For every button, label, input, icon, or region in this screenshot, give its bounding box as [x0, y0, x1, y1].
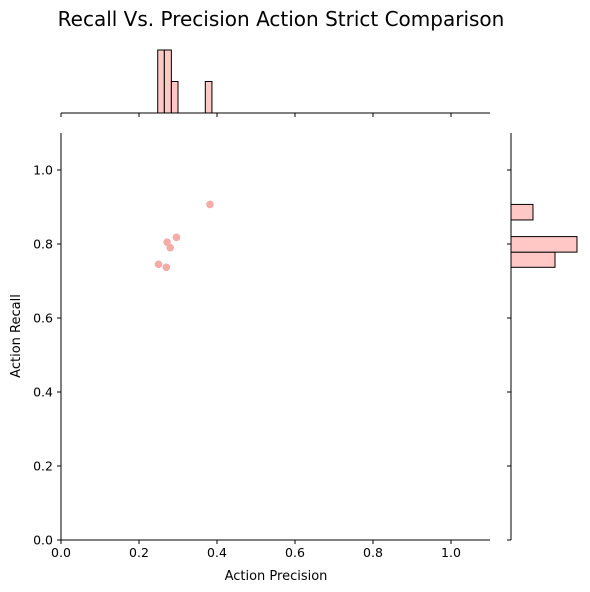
x-marginal-histogram — [60, 49, 490, 117]
top-hist-bar — [204, 81, 213, 114]
data-point — [172, 233, 181, 242]
scatter-plot-area: 0.0 0.2 0.4 0.6 0.8 1.0 0.0 0.2 0.4 0.6 0.8 1.0 — [33, 133, 490, 560]
x-tick-label: 1.0 — [441, 545, 461, 560]
y-tick-label: 0.0 — [33, 533, 53, 548]
right-hist-bar — [510, 236, 578, 253]
y-tick-label: 0.2 — [33, 459, 53, 474]
x-tick-label: 0.6 — [285, 545, 305, 560]
top-hist-bar — [170, 81, 179, 114]
x-tick-label: 0.8 — [363, 545, 383, 560]
top-hist-bar — [163, 49, 172, 114]
x-tick-label: 0.4 — [207, 545, 227, 560]
y-tick-label: 0.4 — [33, 385, 53, 400]
x-tick-label: 0.2 — [129, 545, 149, 560]
data-point — [206, 200, 214, 209]
x-axis-label: Action Precision — [225, 569, 328, 584]
right-hist-bar — [510, 203, 534, 221]
y-tick-label: 0.8 — [33, 237, 53, 252]
data-point — [166, 243, 174, 252]
data-point — [163, 238, 171, 246]
top-hist-bar — [157, 49, 165, 114]
x-tick-label: 0.0 — [51, 545, 71, 560]
data-point — [162, 263, 171, 272]
y-tick-label: 1.0 — [33, 163, 53, 178]
y-tick-label: 0.6 — [33, 311, 53, 326]
data-point — [154, 260, 163, 269]
y-marginal-histogram — [507, 133, 578, 541]
y-axis-label: Action Recall — [9, 294, 24, 378]
chart-title: Recall Vs. Precision Action Strict Compa… — [58, 7, 505, 31]
right-hist-bar — [510, 251, 556, 268]
